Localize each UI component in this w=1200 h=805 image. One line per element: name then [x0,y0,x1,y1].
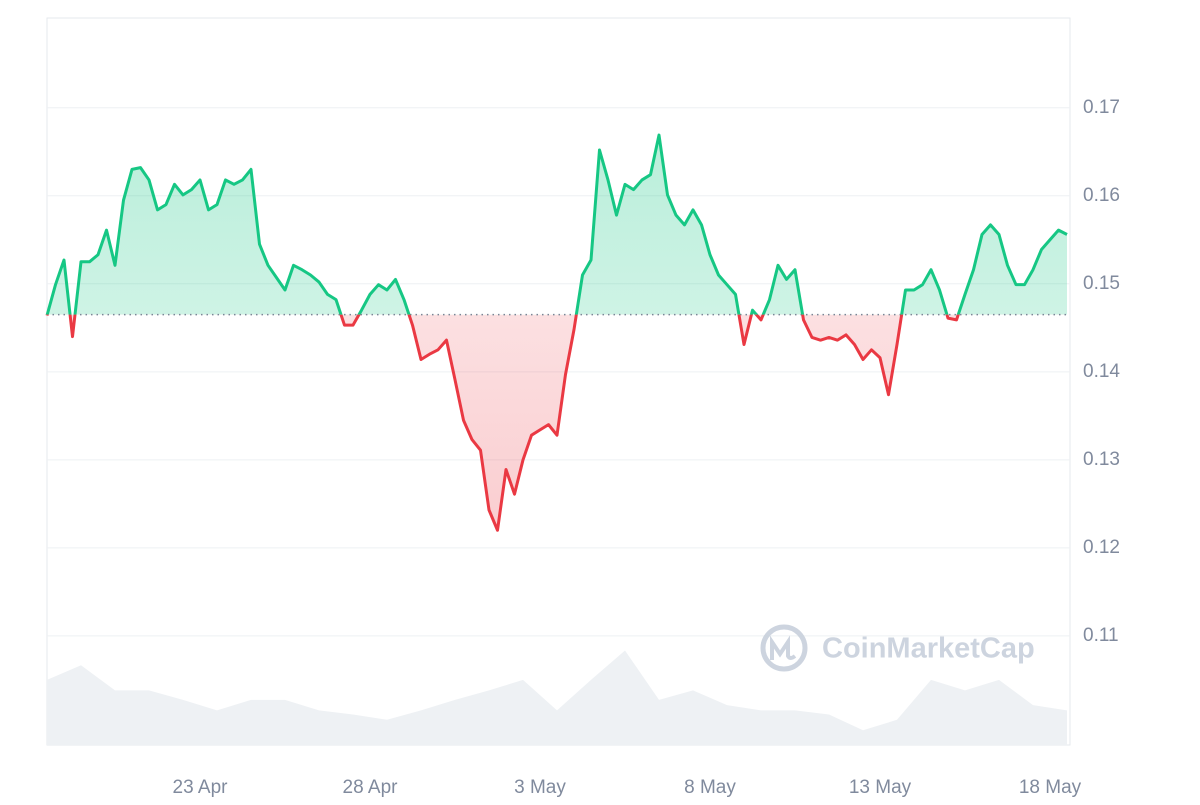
watermark: CoinMarketCap [760,624,1035,672]
watermark-logo [760,624,808,672]
grid-layer: 0.11 0.12 0.13 0.14 0.15 0.16 0.17 23 Apr 28 Apr… [47,97,1120,798]
y-tick-label: 0.17 [1083,97,1120,118]
price-line-up [45,133,1068,315]
x-tick-label: 23 Apr [173,777,229,798]
volume-area [47,650,1067,745]
watermark-logo-mark [770,635,797,660]
y-tick-label: 0.12 [1083,537,1120,558]
x-tick-label: 3 May [514,777,566,798]
price-line-down [45,314,960,532]
x-tick-label: 18 May [1019,777,1082,798]
area-down [47,314,1067,531]
y-tick-label: 0.14 [1083,361,1120,382]
price-layer [45,133,1070,532]
x-tick-label: 13 May [849,777,912,798]
y-tick-label: 0.11 [1083,625,1119,646]
x-tick-label: 8 May [684,777,736,798]
volume-layer [47,650,1067,745]
x-tick-label: 28 Apr [343,777,399,798]
y-tick-label: 0.15 [1083,273,1120,294]
y-tick-label: 0.16 [1083,185,1120,206]
y-tick-label: 0.13 [1083,449,1120,470]
watermark-text: CoinMarketCap [822,633,1035,665]
